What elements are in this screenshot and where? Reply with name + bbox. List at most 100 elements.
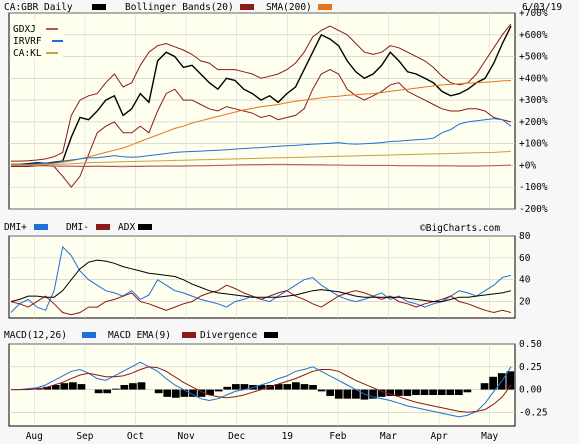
price-panel: +700% +600% +500% +400% +300% +200% +100% +0% -1… [4, 2, 562, 215]
series-gdxj [11, 163, 512, 168]
divergence-bar [506, 371, 515, 390]
legend-cakl-label: CA:KL [13, 48, 42, 59]
y-tick-40: 40 [519, 275, 531, 286]
legend-macd-ema-swatch [182, 332, 196, 338]
divergence-bar [197, 389, 206, 397]
divergence-bar [51, 385, 60, 390]
series-bollinger-lower [11, 69, 512, 189]
divergence-bar [77, 384, 86, 390]
divergence-bar [420, 389, 429, 396]
price-series [10, 23, 512, 189]
dmi-panel: DMI+ DMI- ADX ©BigCharts.com 80 60 40 20 [4, 222, 531, 319]
legend-macd-label: MACD(12,26) [4, 330, 67, 341]
x-label-mar: Mar [380, 431, 397, 442]
x-label-19: 19 [282, 431, 294, 442]
divergence-bar [343, 389, 352, 399]
x-label-dec: Dec [228, 431, 245, 442]
divergence-bar [300, 384, 309, 390]
comparison-legend-box [11, 20, 63, 58]
y-tick-0-50: 0.50 [519, 339, 542, 350]
legend-divergence-label: Divergence [200, 330, 257, 341]
series-irvrf [10, 118, 512, 166]
series-ca-gbr-daily [11, 25, 512, 166]
legend-sma-label: SMA(200) [266, 2, 312, 13]
divergence-bar [43, 386, 52, 390]
y-tick-0-25: -0.25 [519, 407, 548, 418]
price-panel-frame [8, 12, 516, 210]
x-label-feb: Feb [329, 431, 346, 442]
divergence-bar [292, 382, 300, 390]
chart-date: 6/03/19 [522, 2, 562, 13]
series-ca-kl [11, 150, 512, 166]
legend-irvrf-label: IRVRF [13, 36, 42, 47]
divergence-bar [94, 389, 103, 394]
x-label-aug: Aug [26, 431, 43, 442]
divergence-bar [412, 389, 420, 396]
divergence-bar [489, 376, 497, 390]
legend-adx-label: ADX [118, 222, 135, 233]
macd-y-ticks: 0.50 0.25 0.00 -0.25 [519, 339, 548, 418]
divergence-bar [171, 389, 180, 398]
dmi-y-ticks: 80 60 40 20 [519, 231, 531, 308]
divergence-bar [454, 389, 463, 396]
divergence-bar [257, 385, 266, 390]
divergence-bar [274, 384, 283, 390]
divergence-bar [266, 385, 275, 390]
legend-dmi-minus-swatch [96, 224, 110, 230]
legend-dmi-plus-label: DMI+ [4, 222, 27, 233]
divergence-bar [206, 389, 214, 396]
y-tick-100: +100% [519, 139, 548, 150]
y-tick-200: +200% [519, 117, 548, 128]
x-label-oct: Oct [127, 431, 144, 442]
y-tick-60: 60 [519, 253, 531, 264]
divergence-bar [352, 389, 360, 399]
series-macd-ema-9 [11, 366, 512, 413]
series-macd-12-26 [11, 361, 512, 418]
y-tick-100: -100% [519, 182, 548, 193]
divergence-bar [446, 389, 455, 396]
legend-macd-swatch [82, 332, 96, 338]
divergence-bar [180, 389, 189, 397]
x-label-apr: Apr [431, 431, 448, 442]
y-tick-200: -200% [519, 204, 548, 215]
legend-dmi-minus-label: DMI- [66, 222, 89, 233]
divergence-bar [120, 385, 129, 390]
series-bollinger-upper [11, 23, 512, 162]
divergence-bar [189, 389, 197, 397]
divergence-bar [437, 389, 446, 396]
x-axis-labels: Aug Sep Oct Nov Dec 19 Feb Mar Apr May [26, 431, 499, 442]
divergence-bar [214, 389, 223, 392]
y-tick-20: 20 [519, 297, 531, 308]
divergence-bar [377, 389, 386, 397]
divergence-bar [137, 382, 146, 390]
divergence-bar [403, 389, 412, 396]
divergence-bar [163, 389, 172, 397]
y-tick-0-25: 0.25 [519, 362, 542, 373]
macd-panel: MACD(12,26) MACD EMA(9) Divergence 0.50 0… [4, 330, 548, 427]
divergence-bar [231, 384, 240, 390]
dmi-panel-frame [8, 235, 516, 319]
y-tick-700: +700% [519, 8, 548, 19]
x-label-may: May [481, 431, 498, 442]
price-y-ticks: +700% +600% +500% +400% +300% +200% +100% +0% -1… [519, 8, 548, 215]
y-tick-500: +500% [519, 52, 548, 63]
y-tick-600: +600% [519, 30, 548, 41]
ticker-title: CA:GBR Daily [4, 2, 73, 13]
macd-series [11, 361, 512, 418]
legend-gdxj-label: GDXJ [13, 24, 36, 35]
divergence-bar [429, 389, 437, 396]
divergence-bar [60, 383, 69, 390]
divergence-bar [334, 389, 343, 399]
legend-swatch-price [92, 4, 106, 10]
divergence-bar [34, 388, 43, 390]
price-gridlines [9, 12, 515, 210]
legend-bb-label: Bollinger Bands(20) [125, 2, 234, 13]
dmi-series [10, 245, 512, 316]
legend-macd-ema-label: MACD EMA(9) [108, 330, 171, 341]
y-tick-300: +300% [519, 95, 548, 106]
divergence-bar [240, 384, 249, 390]
x-label-nov: Nov [178, 431, 195, 442]
divergence-bar [154, 389, 163, 394]
divergence-bar [317, 389, 326, 392]
legend-swatch-sma [318, 4, 332, 10]
